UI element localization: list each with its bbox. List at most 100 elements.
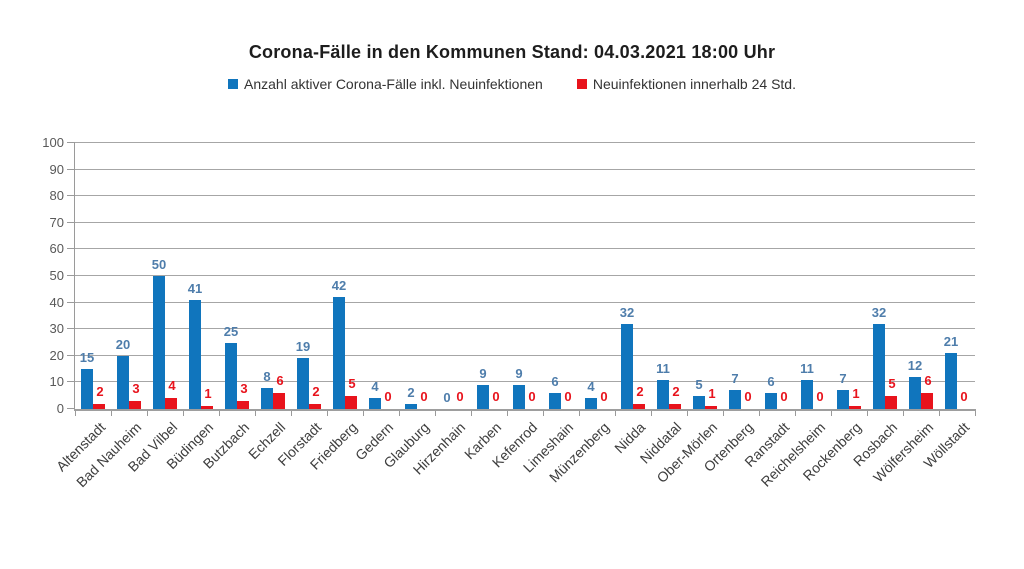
- bar-value-new-infections: 3: [132, 381, 140, 397]
- x-axis-tick: [399, 411, 400, 416]
- bar-new-infections: [849, 406, 861, 409]
- bar-group: 41 1: [183, 143, 219, 409]
- bar-value-new-infections: 0: [600, 389, 608, 404]
- x-axis-tick: [327, 411, 328, 416]
- bar-value-active-cases: 41: [187, 280, 203, 296]
- bar-value-active-cases: 9: [515, 366, 523, 382]
- x-axis-tick: [723, 411, 724, 416]
- y-axis-tick: [67, 275, 75, 276]
- x-axis-tick: [975, 411, 976, 416]
- bar-group: 20 3: [111, 143, 147, 409]
- bar-active-cases: [333, 297, 345, 409]
- gridline-10: [75, 381, 975, 383]
- y-tick-label: 50: [49, 268, 64, 283]
- y-axis-tick: [67, 248, 75, 250]
- x-axis-tick: [435, 411, 436, 416]
- bar-active-cases: [189, 299, 201, 409]
- bar-value-new-infections: 5: [348, 375, 356, 391]
- bar-active-cases: [909, 377, 921, 409]
- bar-value-new-infections: 1: [708, 386, 716, 402]
- bar-value-new-infections: 0: [492, 389, 500, 404]
- bar-value-active-cases: 11: [800, 360, 814, 376]
- x-axis-tick: [579, 411, 580, 416]
- bar-active-cases: [945, 353, 957, 409]
- bar-value-active-cases: 25: [223, 323, 239, 339]
- y-axis-tick: [67, 328, 75, 330]
- legend-label-active-cases: Anzahl aktiver Corona-Fälle inkl. Neuinf…: [244, 76, 543, 92]
- gridline-70: [75, 221, 975, 223]
- bar-value-active-cases: 8: [263, 368, 271, 384]
- legend-swatch-red-icon: [576, 79, 587, 89]
- bar-new-infections: [129, 401, 141, 409]
- bar-group: 32 2: [615, 143, 651, 409]
- bar-value-active-cases: 7: [731, 371, 739, 387]
- bar-group: 11 0: [795, 143, 831, 409]
- bar-value-new-infections: 5: [888, 375, 896, 391]
- gridline-60: [75, 248, 975, 250]
- gridline-20: [75, 354, 975, 356]
- bar-active-cases: [729, 390, 741, 409]
- gridline-40: [75, 301, 975, 303]
- bar-group: 21 0: [939, 143, 975, 409]
- y-axis-line: [74, 143, 75, 409]
- bar-value-active-cases: 50: [151, 257, 167, 272]
- y-axis-tick: [67, 168, 75, 170]
- bar-active-cases: [657, 379, 669, 409]
- bar-value-new-infections: 2: [636, 383, 644, 399]
- bar-active-cases: [369, 398, 381, 409]
- y-tick-label: 90: [49, 161, 64, 177]
- y-tick-label: 30: [49, 321, 64, 337]
- bar-active-cases: [621, 323, 633, 409]
- bar-value-new-infections: 1: [204, 386, 212, 402]
- bar-value-active-cases: 19: [295, 339, 311, 355]
- bar-value-new-infections: 0: [816, 389, 824, 404]
- bar-value-active-cases: 6: [551, 374, 559, 390]
- bar-new-infections: [921, 393, 933, 409]
- y-tick-label: 70: [49, 214, 64, 230]
- x-axis-tick: [147, 411, 148, 416]
- bar-value-new-infections: 0: [384, 389, 392, 404]
- bar-value-new-infections: 0: [456, 389, 464, 404]
- y-axis-tick: [67, 381, 75, 383]
- bar-active-cases: [225, 342, 237, 409]
- bar-new-infections: [669, 403, 681, 409]
- x-axis-tick: [795, 411, 796, 416]
- bar-value-new-infections: 1: [852, 386, 860, 402]
- bar-group: 11 2: [651, 143, 687, 409]
- bar-active-cases: [549, 393, 561, 409]
- bar-value-active-cases: 21: [943, 334, 959, 350]
- x-axis-tick: [507, 411, 508, 416]
- bar-value-active-cases: 0: [443, 390, 451, 405]
- y-tick-label: 60: [49, 241, 64, 257]
- legend-item-active-cases: Anzahl aktiver Corona-Fälle inkl. Neuinf…: [228, 76, 543, 92]
- bar-new-infections: [309, 403, 321, 409]
- bar-value-new-infections: 6: [276, 373, 284, 389]
- plot-area: 0 10 20 30 40 50 60 70 80 90 100 15 2 Altenstadt 20 3 Ba…: [42, 135, 976, 490]
- bar-active-cases: [873, 323, 885, 409]
- bar-value-active-cases: 32: [871, 304, 887, 320]
- bar-value-active-cases: 42: [331, 278, 347, 294]
- x-axis-tick: [255, 411, 256, 416]
- x-axis-tick: [363, 411, 364, 416]
- bar-value-active-cases: 4: [587, 379, 595, 395]
- chart-legend: Anzahl aktiver Corona-Fälle inkl. Neuinf…: [0, 76, 1024, 92]
- x-axis-tick: [687, 411, 688, 416]
- y-tick-label: 100: [42, 135, 64, 150]
- bar-group: 15 2: [75, 143, 111, 409]
- y-axis-tick: [67, 195, 75, 197]
- bar-value-new-infections: 4: [168, 378, 176, 394]
- bar-new-infections: [705, 406, 717, 409]
- bar-value-new-infections: 0: [420, 389, 428, 404]
- y-tick-label: 20: [49, 347, 64, 363]
- gridline-90: [75, 168, 975, 170]
- bar-new-infections: [93, 403, 105, 409]
- legend-swatch-blue-icon: [228, 79, 238, 89]
